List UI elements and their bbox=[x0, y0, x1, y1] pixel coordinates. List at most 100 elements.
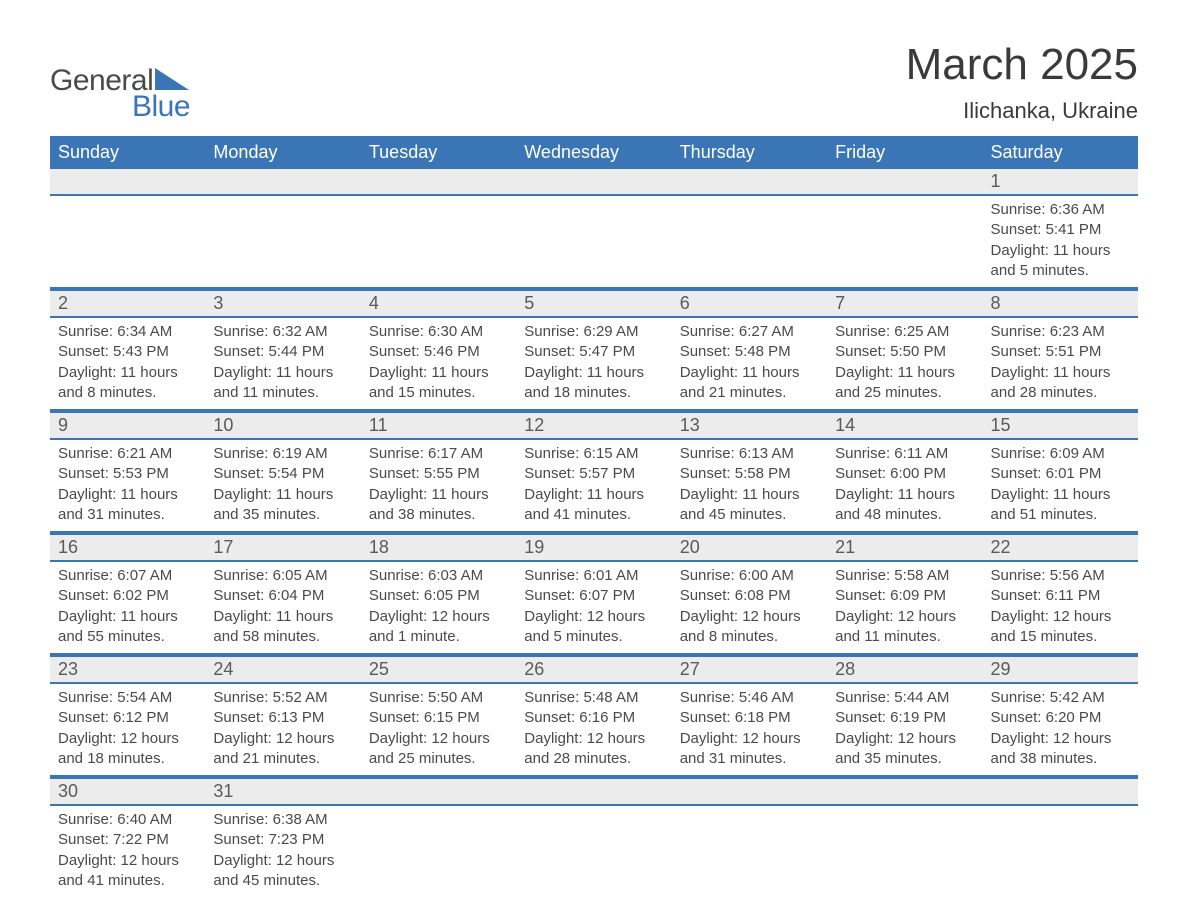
day-number: 2 bbox=[50, 290, 205, 317]
day-number: 1 bbox=[983, 169, 1138, 195]
daylight-text: Daylight: 11 hours and 21 minutes. bbox=[680, 363, 819, 404]
day-detail bbox=[50, 195, 205, 288]
sunrise-text: Sunrise: 6:13 AM bbox=[680, 444, 819, 464]
sunset-text: Sunset: 6:20 PM bbox=[991, 708, 1130, 728]
sunrise-text: Sunrise: 6:30 AM bbox=[369, 322, 508, 342]
daylight-text: Daylight: 12 hours and 38 minutes. bbox=[991, 729, 1130, 770]
daylight-text: Daylight: 11 hours and 35 minutes. bbox=[213, 485, 352, 526]
sunset-text: Sunset: 6:02 PM bbox=[58, 586, 197, 606]
day-detail bbox=[361, 195, 516, 288]
sunset-text: Sunset: 6:07 PM bbox=[524, 586, 663, 606]
day-number: 14 bbox=[827, 412, 982, 439]
sunset-text: Sunset: 5:48 PM bbox=[680, 342, 819, 362]
day-detail: Sunrise: 6:29 AMSunset: 5:47 PMDaylight:… bbox=[516, 317, 671, 410]
day-detail bbox=[205, 195, 360, 288]
daylight-text: Daylight: 12 hours and 15 minutes. bbox=[991, 607, 1130, 648]
sunset-text: Sunset: 5:51 PM bbox=[991, 342, 1130, 362]
day-detail: Sunrise: 6:15 AMSunset: 5:57 PMDaylight:… bbox=[516, 439, 671, 532]
day-number bbox=[827, 169, 982, 195]
day-detail: Sunrise: 6:27 AMSunset: 5:48 PMDaylight:… bbox=[672, 317, 827, 410]
sunset-text: Sunset: 6:05 PM bbox=[369, 586, 508, 606]
calendar-table: Sunday Monday Tuesday Wednesday Thursday… bbox=[50, 136, 1138, 897]
sunset-text: Sunset: 5:55 PM bbox=[369, 464, 508, 484]
sunrise-text: Sunrise: 6:32 AM bbox=[213, 322, 352, 342]
sunrise-text: Sunrise: 6:09 AM bbox=[991, 444, 1130, 464]
day-detail: Sunrise: 5:44 AMSunset: 6:19 PMDaylight:… bbox=[827, 683, 982, 776]
day-detail: Sunrise: 6:38 AMSunset: 7:23 PMDaylight:… bbox=[205, 805, 360, 897]
day-detail: Sunrise: 6:09 AMSunset: 6:01 PMDaylight:… bbox=[983, 439, 1138, 532]
sunrise-text: Sunrise: 6:38 AM bbox=[213, 810, 352, 830]
day-detail bbox=[672, 805, 827, 897]
day-detail: Sunrise: 5:42 AMSunset: 6:20 PMDaylight:… bbox=[983, 683, 1138, 776]
day-number: 15 bbox=[983, 412, 1138, 439]
sunrise-text: Sunrise: 6:03 AM bbox=[369, 566, 508, 586]
sunset-text: Sunset: 5:57 PM bbox=[524, 464, 663, 484]
daynum-row: 3031 bbox=[50, 778, 1138, 805]
daynum-row: 23242526272829 bbox=[50, 656, 1138, 683]
day-detail: Sunrise: 6:19 AMSunset: 5:54 PMDaylight:… bbox=[205, 439, 360, 532]
sunrise-text: Sunrise: 6:21 AM bbox=[58, 444, 197, 464]
day-detail: Sunrise: 6:17 AMSunset: 5:55 PMDaylight:… bbox=[361, 439, 516, 532]
sunset-text: Sunset: 5:41 PM bbox=[991, 220, 1130, 240]
daylight-text: Daylight: 12 hours and 8 minutes. bbox=[680, 607, 819, 648]
col-header: Tuesday bbox=[361, 136, 516, 169]
daylight-text: Daylight: 11 hours and 31 minutes. bbox=[58, 485, 197, 526]
sunrise-text: Sunrise: 5:42 AM bbox=[991, 688, 1130, 708]
day-number bbox=[361, 778, 516, 805]
sunrise-text: Sunrise: 5:52 AM bbox=[213, 688, 352, 708]
sunset-text: Sunset: 6:09 PM bbox=[835, 586, 974, 606]
day-detail bbox=[672, 195, 827, 288]
sunrise-text: Sunrise: 6:17 AM bbox=[369, 444, 508, 464]
sunset-text: Sunset: 5:46 PM bbox=[369, 342, 508, 362]
detail-row: Sunrise: 5:54 AMSunset: 6:12 PMDaylight:… bbox=[50, 683, 1138, 776]
day-number: 16 bbox=[50, 534, 205, 561]
sunrise-text: Sunrise: 6:15 AM bbox=[524, 444, 663, 464]
sunrise-text: Sunrise: 6:27 AM bbox=[680, 322, 819, 342]
day-number bbox=[672, 778, 827, 805]
daylight-text: Daylight: 11 hours and 41 minutes. bbox=[524, 485, 663, 526]
daynum-row: 1 bbox=[50, 169, 1138, 195]
sunset-text: Sunset: 5:44 PM bbox=[213, 342, 352, 362]
day-number: 22 bbox=[983, 534, 1138, 561]
day-detail bbox=[827, 805, 982, 897]
daylight-text: Daylight: 11 hours and 48 minutes. bbox=[835, 485, 974, 526]
day-number: 30 bbox=[50, 778, 205, 805]
title-block: March 2025 Ilichanka, Ukraine bbox=[906, 40, 1138, 124]
col-header: Wednesday bbox=[516, 136, 671, 169]
sunrise-text: Sunrise: 5:44 AM bbox=[835, 688, 974, 708]
day-number: 31 bbox=[205, 778, 360, 805]
day-number bbox=[205, 169, 360, 195]
day-number bbox=[516, 778, 671, 805]
sunset-text: Sunset: 5:54 PM bbox=[213, 464, 352, 484]
daylight-text: Daylight: 11 hours and 11 minutes. bbox=[213, 363, 352, 404]
sunset-text: Sunset: 5:47 PM bbox=[524, 342, 663, 362]
daylight-text: Daylight: 11 hours and 5 minutes. bbox=[991, 241, 1130, 282]
day-number: 27 bbox=[672, 656, 827, 683]
daylight-text: Daylight: 11 hours and 15 minutes. bbox=[369, 363, 508, 404]
daylight-text: Daylight: 12 hours and 11 minutes. bbox=[835, 607, 974, 648]
sunrise-text: Sunrise: 6:23 AM bbox=[991, 322, 1130, 342]
sunset-text: Sunset: 6:08 PM bbox=[680, 586, 819, 606]
day-number: 8 bbox=[983, 290, 1138, 317]
day-detail: Sunrise: 5:56 AMSunset: 6:11 PMDaylight:… bbox=[983, 561, 1138, 654]
day-detail: Sunrise: 6:01 AMSunset: 6:07 PMDaylight:… bbox=[516, 561, 671, 654]
sunset-text: Sunset: 6:15 PM bbox=[369, 708, 508, 728]
day-detail bbox=[983, 805, 1138, 897]
sunrise-text: Sunrise: 5:48 AM bbox=[524, 688, 663, 708]
sunset-text: Sunset: 6:04 PM bbox=[213, 586, 352, 606]
day-number: 20 bbox=[672, 534, 827, 561]
day-detail bbox=[361, 805, 516, 897]
daynum-row: 2345678 bbox=[50, 290, 1138, 317]
day-detail bbox=[827, 195, 982, 288]
day-number: 19 bbox=[516, 534, 671, 561]
day-number: 12 bbox=[516, 412, 671, 439]
day-detail: Sunrise: 5:52 AMSunset: 6:13 PMDaylight:… bbox=[205, 683, 360, 776]
daylight-text: Daylight: 11 hours and 58 minutes. bbox=[213, 607, 352, 648]
daylight-text: Daylight: 12 hours and 31 minutes. bbox=[680, 729, 819, 770]
col-header: Monday bbox=[205, 136, 360, 169]
day-number: 18 bbox=[361, 534, 516, 561]
daynum-row: 16171819202122 bbox=[50, 534, 1138, 561]
sunset-text: Sunset: 5:58 PM bbox=[680, 464, 819, 484]
day-number: 21 bbox=[827, 534, 982, 561]
day-detail: Sunrise: 5:58 AMSunset: 6:09 PMDaylight:… bbox=[827, 561, 982, 654]
